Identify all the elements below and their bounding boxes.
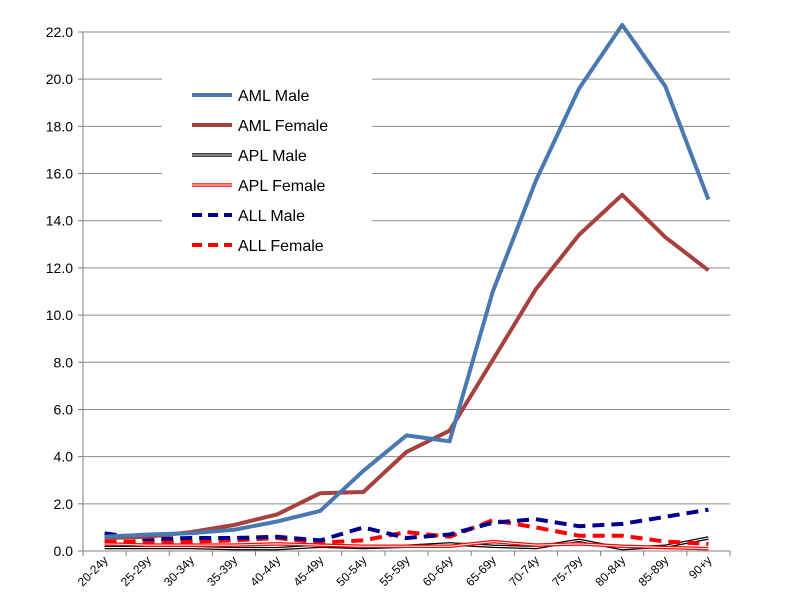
series-apl-female (104, 539, 709, 551)
legend-label: ALL Male (238, 208, 305, 225)
legend-box (162, 75, 372, 265)
x-tick-label: 85-89y (636, 553, 672, 589)
legend-label: APL Female (238, 178, 326, 195)
x-tick-label: 50-54y (334, 553, 370, 589)
legend-item: AML Male (192, 88, 310, 105)
legend-item: APL Female (192, 178, 326, 195)
y-tick-label: 20.0 (46, 71, 73, 87)
series-all-male (104, 507, 709, 543)
y-tick-label: 16.0 (46, 166, 73, 182)
y-tick-label: 22.0 (46, 24, 73, 40)
legend-item: ALL Male (192, 208, 305, 225)
x-tick-label: 30-34y (161, 553, 197, 589)
y-tick-label: 6.0 (54, 401, 74, 417)
x-tick-label: 45-49y (291, 553, 327, 589)
x-tick-label: 65-69y (463, 553, 499, 589)
y-tick-label: 12.0 (46, 260, 73, 276)
series-aml-male (104, 22, 711, 539)
x-tick-label: 90+y (686, 553, 715, 582)
series-line (104, 192, 710, 540)
x-tick-label: 35-39y (204, 553, 240, 589)
legend-label: AML Female (238, 118, 328, 135)
legend: AML Male AML Female APL Male APL Female ALL … (162, 75, 372, 265)
series-line (104, 507, 709, 543)
legend-label: AML Male (238, 88, 310, 105)
y-tick-label: 14.0 (46, 213, 73, 229)
y-tick-label: 4.0 (54, 449, 74, 465)
x-axis: 20-24y 25-29y 30-34y 35-39y 40-44y 45-49y 50-5… (75, 551, 731, 589)
x-tick-label: 20-24y (75, 553, 111, 589)
series-all-female (104, 518, 709, 546)
x-tick-label: 55-59y (377, 553, 413, 589)
x-tick-label: 60-64y (420, 553, 456, 589)
series-layer (104, 22, 711, 551)
legend-item: APL Male (192, 148, 307, 165)
series-line (104, 22, 711, 539)
y-tick-label: 2.0 (54, 496, 74, 512)
series-line (104, 518, 709, 546)
y-tick-label: 8.0 (54, 354, 74, 370)
x-tick-label: 75-79y (549, 553, 585, 589)
y-axis: 0.0 2.0 4.0 6.0 8.0 10.0 12.0 14.0 16.0 18.0 20.0 2… (46, 24, 84, 559)
series-aml-female (104, 192, 710, 540)
legend-item: AML Female (192, 118, 328, 135)
x-tick-label: 70-74y (506, 553, 542, 589)
legend-label: APL Male (238, 148, 307, 165)
legend-label: ALL Female (238, 238, 324, 255)
legend-item: ALL Female (192, 238, 324, 255)
series-line-inner (104, 541, 709, 550)
x-tick-label: 80-84y (592, 553, 628, 589)
x-tick-label: 25-29y (118, 553, 154, 589)
y-tick-label: 0.0 (54, 543, 74, 559)
x-tick-label: 40-44y (247, 553, 283, 589)
y-tick-label: 18.0 (46, 118, 73, 134)
y-tick-label: 10.0 (46, 307, 73, 323)
